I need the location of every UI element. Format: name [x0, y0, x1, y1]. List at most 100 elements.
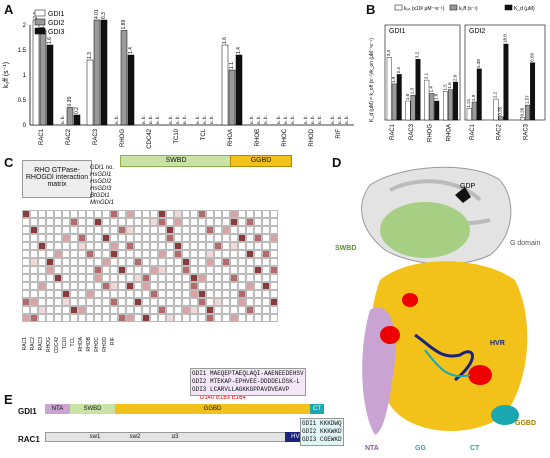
matrix-cell: [182, 306, 190, 314]
bar: [93, 19, 101, 126]
ct-segment: CT: [310, 404, 324, 414]
bar: [520, 117, 526, 121]
category-label: RHOD: [309, 128, 315, 146]
matrix-cell: [142, 306, 150, 314]
matrix-cell: [30, 266, 38, 274]
matrix-cell: [166, 282, 174, 290]
matrix-column-label: RHOB: [86, 337, 92, 352]
a3-segment: α3: [171, 434, 179, 440]
no-binding-label: n. b.: [283, 115, 288, 124]
matrix-cell: [22, 226, 30, 234]
matrix-cell: [86, 290, 94, 298]
matrix-cell: [174, 274, 182, 282]
matrix-cell: [38, 314, 46, 322]
matrix-cell: [166, 250, 174, 258]
matrix-column-label: RHOA: [78, 337, 84, 352]
matrix-cell: [174, 218, 182, 226]
y-axis-label: kₒff (s⁻¹): [3, 62, 10, 88]
no-binding-label: n. b.: [249, 115, 254, 124]
matrix-cell: [198, 266, 206, 274]
bar-value-label: 2.0: [452, 74, 457, 81]
matrix-cell: [102, 226, 110, 234]
bar-value-label: 1.89: [121, 20, 127, 30]
matrix-cell: [246, 226, 254, 234]
bar: [66, 107, 74, 126]
legend-swatch: [504, 4, 513, 11]
matrix-cell: [118, 218, 126, 226]
nta-sequence-box: GDI1 MAEQEPTAEQLAQI-AAENEEDEHSV GDI2 MTE…: [190, 368, 306, 396]
matrix-cell: [270, 274, 278, 282]
bar: [410, 95, 416, 121]
matrix-cell: [142, 290, 150, 298]
matrix-cell: [54, 314, 62, 322]
matrix-column-label: RIF: [110, 337, 116, 346]
matrix-cell: [158, 226, 166, 234]
matrix-cell: [222, 266, 230, 274]
matrix-cell: [246, 290, 254, 298]
matrix-cell: [134, 274, 142, 282]
matrix-cell: [94, 266, 102, 274]
matrix-cell: [246, 282, 254, 290]
legend-label: GDI3: [48, 29, 64, 36]
matrix-cell: [54, 258, 62, 266]
matrix-cell: [78, 242, 86, 250]
matrix-cell: [78, 234, 86, 242]
matrix-cell: [238, 314, 246, 322]
matrix-cell: [102, 258, 110, 266]
matrix-cell: [110, 282, 118, 290]
matrix-cell: [262, 210, 270, 218]
nta-label: NTA: [365, 445, 379, 452]
bar: [415, 59, 421, 121]
matrix-cell: [102, 274, 110, 282]
matrix-cell: [62, 274, 70, 282]
matrix-cell: [230, 298, 238, 306]
matrix-cell: [134, 298, 142, 306]
matrix-cell: [206, 226, 214, 234]
matrix-cell: [46, 266, 54, 274]
no-binding-label: n. b.: [344, 115, 349, 124]
matrix-cell: [198, 274, 206, 282]
matrix-cell: [174, 210, 182, 218]
bar-value-label: 2.1: [424, 72, 429, 79]
matrix-cell: [214, 250, 222, 258]
bar: [221, 44, 229, 126]
matrix-cell: [22, 314, 30, 322]
bar: [476, 68, 482, 121]
legend-label: GDI2: [48, 20, 64, 27]
matrix-cell: [238, 218, 246, 226]
matrix-cell: [118, 266, 126, 274]
matrix-cell: [150, 298, 158, 306]
matrix-column-labels: RAC1 RAC2 RAC3 RHOG CDC42 TC10 TCL RHOA RHOB RHOC…: [22, 337, 122, 372]
category-label: RHOG: [428, 124, 434, 142]
matrix-cell: [214, 266, 222, 274]
matrix-cell: [22, 234, 30, 242]
gdi-row-label: HsGDI1: [90, 172, 112, 178]
matrix-cell: [174, 226, 182, 234]
matrix-cell: [70, 210, 78, 218]
category-label: RAC3: [93, 128, 99, 145]
matrix-cell: [94, 234, 102, 242]
matrix-cell: [246, 218, 254, 226]
matrix-cell: [134, 218, 142, 226]
matrix-cell: [62, 266, 70, 274]
matrix-cell: [150, 258, 158, 266]
matrix-cell: [158, 218, 166, 226]
matrix-cell: [118, 234, 126, 242]
matrix-cell: [70, 258, 78, 266]
matrix-cell: [190, 306, 198, 314]
matrix-cell: [238, 250, 246, 258]
matrix-cell: [110, 314, 118, 322]
matrix-cell: [222, 290, 230, 298]
bar: [73, 114, 81, 126]
matrix-cell: [70, 234, 78, 242]
ct-seq-gdi2: GDI2 KKKWKD: [302, 428, 342, 435]
matrix-cell: [230, 282, 238, 290]
matrix-cell: [30, 282, 38, 290]
matrix-cell: [182, 226, 190, 234]
matrix-cell: [190, 250, 198, 258]
bar-value-label: 1.3: [410, 88, 415, 95]
matrix-cell: [182, 250, 190, 258]
matrix-cell: [30, 290, 38, 298]
category-label: RHOB: [255, 129, 261, 146]
